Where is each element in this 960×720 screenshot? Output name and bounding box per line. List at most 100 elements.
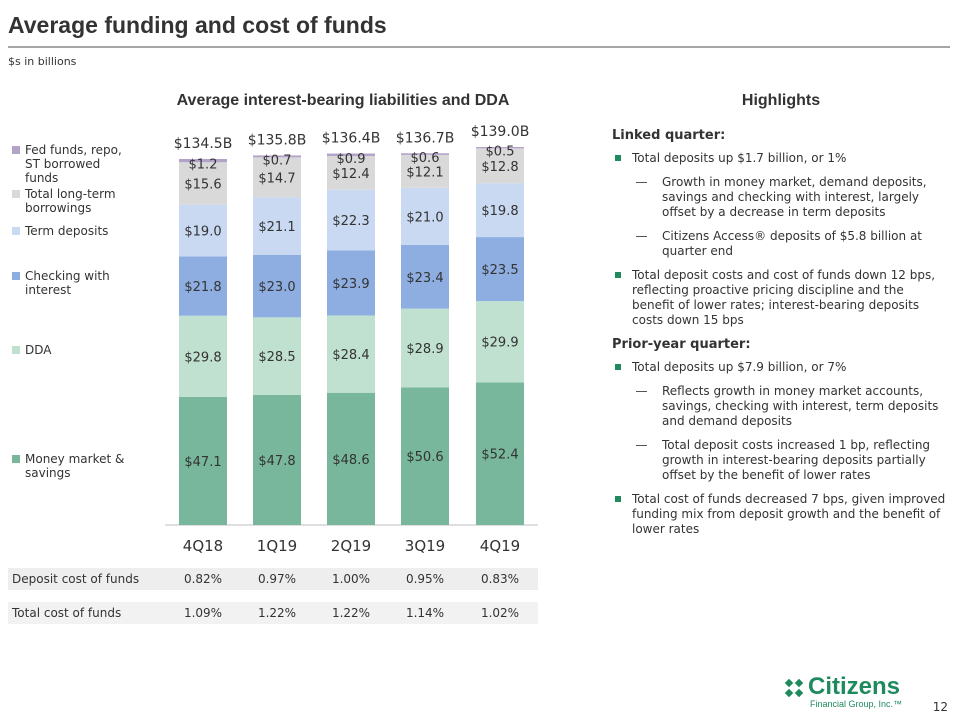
value-label: $1.2	[189, 158, 218, 173]
value-label: $0.6	[411, 151, 440, 166]
value-label: $12.1	[406, 165, 443, 180]
legend-label: Checking with interest	[25, 269, 110, 297]
table-cell: 1.22%	[257, 606, 297, 620]
bullet: Total deposits up $7.9 billion, or 7%	[612, 360, 948, 375]
x-tick-label: 3Q19	[405, 537, 445, 555]
bar-segment	[253, 197, 301, 255]
bar-segment	[401, 244, 449, 309]
bullet: Total cost of funds decreased 7 bps, giv…	[612, 492, 948, 537]
bar-segment	[401, 187, 449, 245]
table-cell: 0.83%	[480, 572, 520, 586]
legend-label: Money market & savings	[25, 452, 125, 480]
row-label: Deposit cost of funds	[12, 572, 140, 586]
legend-label: Term deposits	[25, 224, 109, 238]
value-label: $29.8	[184, 350, 221, 365]
value-label: $15.6	[184, 177, 221, 192]
value-label: $52.4	[481, 448, 518, 463]
legend-swatch	[12, 272, 20, 280]
legend-swatch	[12, 346, 20, 354]
highlights-title: Highlights	[741, 92, 821, 109]
sub-bullet: Citizens Access® deposits of $5.8 billio…	[612, 229, 948, 259]
value-label: $19.8	[481, 204, 518, 219]
bar-segment	[476, 301, 524, 383]
bar-segment	[179, 158, 227, 163]
value-label: $14.7	[258, 171, 295, 186]
bullet: Total deposits up $1.7 billion, or 1%	[612, 151, 948, 166]
total-label: $134.5B	[174, 136, 233, 152]
legend-swatch	[12, 227, 20, 235]
logo-name: Citizens	[808, 673, 901, 700]
bar-segment	[476, 382, 524, 525]
value-label: $28.5	[258, 350, 295, 365]
value-label: $19.0	[184, 225, 221, 240]
logo-sub: Financial Group, Inc.™	[810, 699, 903, 709]
table-row: Deposit cost of funds 0.82% 0.97% 1.00% 0.95…	[8, 568, 538, 590]
legend-item: Term deposits	[12, 224, 172, 238]
bar-segment	[253, 157, 301, 198]
value-label: $12.4	[332, 167, 369, 182]
value-label: $23.9	[332, 277, 369, 292]
bar-segment	[179, 204, 227, 257]
value-label: $0.5	[486, 145, 515, 160]
x-tick-label: 1Q19	[257, 537, 297, 555]
total-label: $136.7B	[396, 130, 455, 146]
sub-bullet: Total deposit costs increased 1 bp, refl…	[612, 438, 948, 483]
bar-segment	[179, 162, 227, 205]
legend-item: Fed funds, repo, ST borrowed funds	[12, 143, 172, 185]
page-title: Average funding and cost of funds	[8, 12, 387, 38]
legend-swatch	[12, 146, 20, 154]
legend-swatch	[12, 190, 20, 198]
legend-label: Fed funds, repo, ST borrowed funds	[25, 143, 122, 185]
bullet: Total deposit costs and cost of funds do…	[612, 268, 948, 328]
bar-segment	[476, 237, 524, 302]
total-label: $139.0B	[471, 124, 530, 140]
table-cell: 0.95%	[405, 572, 445, 586]
bar-segment	[179, 256, 227, 316]
bar-segment	[327, 250, 375, 316]
bar-segment	[253, 155, 301, 158]
total-label: $135.8B	[248, 132, 307, 148]
table-cell: 1.09%	[183, 606, 223, 620]
legend-item: DDA	[12, 343, 172, 357]
bar-segment	[401, 154, 449, 188]
table-row: Total cost of funds 1.09% 1.22% 1.22% 1.14% 1…	[8, 602, 538, 624]
bar-segment	[401, 308, 449, 388]
legend-item: Checking with interest	[12, 269, 172, 297]
value-label: $0.7	[263, 153, 292, 168]
chart-title: Average interest-bearing liabilities and…	[176, 92, 510, 109]
page-number: 12	[932, 700, 948, 714]
value-label: $29.9	[481, 336, 518, 351]
value-label: $12.8	[481, 160, 518, 175]
value-label: $21.1	[258, 220, 295, 235]
value-label: $0.9	[337, 152, 366, 167]
legend-item: Total long-term borrowings	[12, 187, 172, 215]
bar-segment	[327, 189, 375, 251]
row-label: Total cost of funds	[12, 606, 122, 620]
legend-swatch	[12, 455, 20, 463]
x-tick-label: 4Q18	[183, 537, 223, 555]
legend-label: Total long-term borrowings	[25, 187, 116, 215]
sub-bullet: Growth in money market, demand deposits,…	[612, 175, 948, 220]
table-cell: 1.02%	[480, 606, 520, 620]
table-cell: 1.14%	[405, 606, 445, 620]
value-label: $22.3	[332, 214, 369, 229]
title-rule	[8, 46, 950, 48]
value-label: $23.0	[258, 280, 295, 295]
table-cell: 1.00%	[331, 572, 371, 586]
bar-segment	[327, 155, 375, 190]
bar-segment	[476, 183, 524, 238]
total-label: $136.4B	[322, 131, 381, 147]
value-label: $47.8	[258, 454, 295, 469]
value-label: $50.6	[406, 450, 443, 465]
bar-segment	[179, 396, 227, 525]
bar-segment	[327, 392, 375, 525]
bar-segment	[179, 315, 227, 397]
value-label: $48.6	[332, 453, 369, 468]
section-heading: Linked quarter:	[612, 128, 726, 143]
highlights: Linked quarter: Total deposits up $1.7 bi…	[612, 128, 948, 546]
value-label: $23.5	[481, 263, 518, 278]
bar-segment	[401, 387, 449, 525]
value-label: $28.9	[406, 342, 443, 357]
subtitle: $s in billions	[8, 55, 77, 68]
